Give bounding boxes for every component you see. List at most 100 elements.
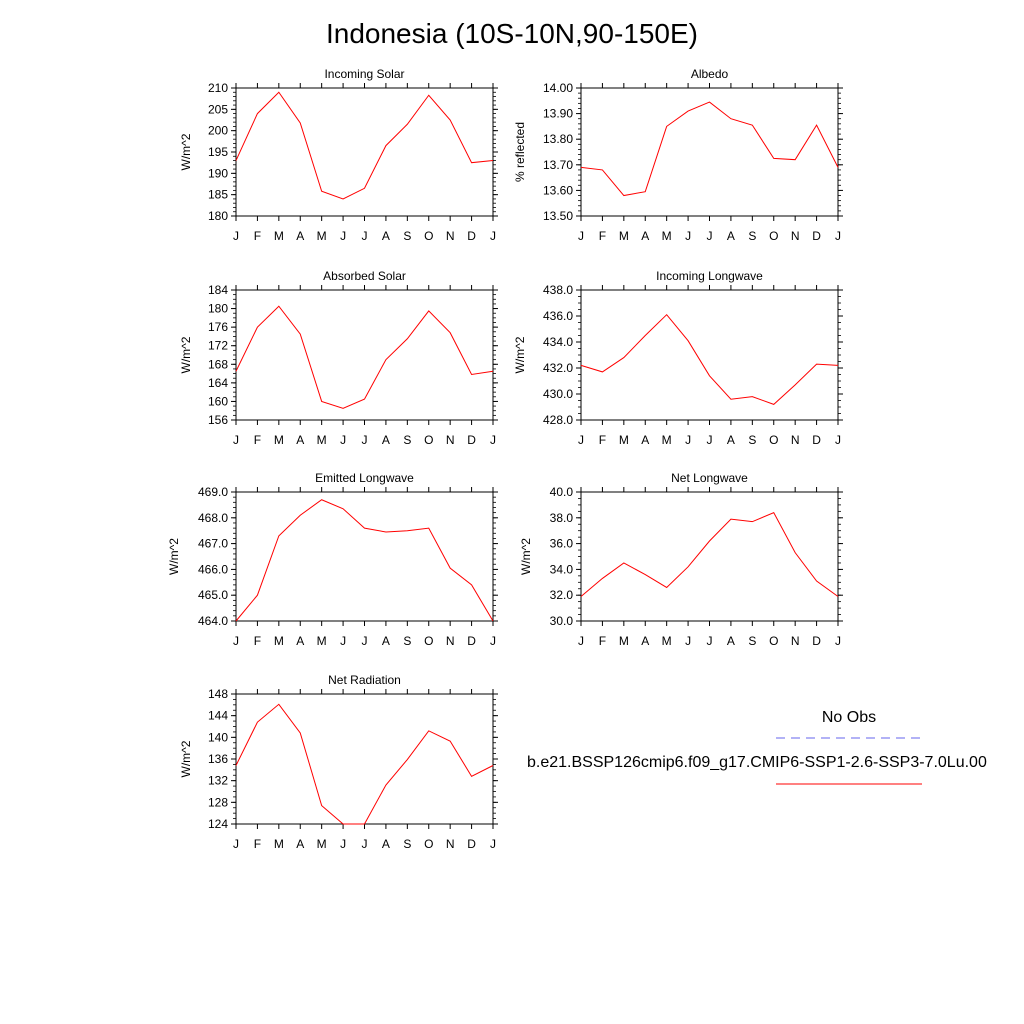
incoming-longwave-ytick-label: 436.0: [543, 309, 573, 323]
absorbed-solar-xtick-label: A: [296, 433, 304, 447]
absorbed-solar-ytick-label: 172: [208, 339, 228, 353]
emitted-longwave-ylabel: W/m^2: [167, 538, 181, 575]
net-radiation-xtick-label: J: [340, 837, 346, 851]
absorbed-solar-ytick-label: 156: [208, 413, 228, 427]
albedo-series-line: [580, 101, 839, 197]
incoming-longwave-xtick-label: A: [727, 433, 735, 447]
net-longwave-xtick-label: O: [769, 634, 778, 648]
net-longwave-ytick-label: 36.0: [550, 537, 574, 551]
absorbed-solar-xtick-label: O: [424, 433, 433, 447]
net-longwave-xtick-label: M: [662, 634, 672, 648]
chart-incoming-longwave: Incoming Longwave W/m^2 428.0 430.0 432.0 434…: [513, 269, 843, 447]
absorbed-solar-xtick-label: J: [362, 433, 368, 447]
albedo-xtick-label: J: [578, 229, 584, 243]
emitted-longwave-ytick-label: 465.0: [198, 588, 228, 602]
legend-model-label: b.e21.BSSP126cmip6.f09_g17.CMIP6-SSP1-2.…: [527, 754, 987, 771]
incoming-longwave-title: Incoming Longwave: [656, 269, 763, 283]
incoming-solar-ylabel: W/m^2: [179, 133, 193, 170]
incoming-longwave-xtick-label: M: [619, 433, 629, 447]
chart-panels: Incoming Solar W/m^2 180 185 190 195 200 205 210…: [167, 67, 843, 851]
emitted-longwave-xtick-label: J: [233, 634, 239, 648]
incoming-longwave-xtick-label: A: [641, 433, 649, 447]
net-longwave-ylabel: W/m^2: [519, 538, 533, 575]
absorbed-solar-series-line: [235, 305, 494, 409]
incoming-solar-ytick-label: 195: [208, 145, 228, 159]
net-longwave-frame: [580, 491, 839, 622]
absorbed-solar-ytick-label: 180: [208, 302, 228, 316]
incoming-solar-frame: [235, 87, 494, 217]
net-radiation-xtick-label: N: [446, 837, 455, 851]
absorbed-solar-ytick-label: 168: [208, 357, 228, 371]
emitted-longwave-xtick-label: A: [296, 634, 304, 648]
net-longwave-title: Net Longwave: [671, 471, 748, 485]
net-radiation-title: Net Radiation: [328, 673, 401, 687]
absorbed-solar-ytick-label: 176: [208, 320, 228, 334]
emitted-longwave-xtick-label: D: [467, 634, 476, 648]
incoming-solar-xtick-label: A: [382, 229, 390, 243]
albedo-title: Albedo: [691, 67, 729, 81]
page-title: Indonesia (10S-10N,90-150E): [325, 18, 698, 49]
emitted-longwave-frame: [235, 491, 494, 622]
absorbed-solar-title: Absorbed Solar: [323, 269, 406, 283]
albedo-ytick-label: 13.60: [543, 183, 573, 197]
net-longwave-xtick-label: J: [685, 634, 691, 648]
albedo-ytick-label: 13.70: [543, 158, 573, 172]
albedo-xtick-label: J: [685, 229, 691, 243]
net-longwave-xtick-label: D: [812, 634, 821, 648]
emitted-longwave-ytick-label: 468.0: [198, 511, 228, 525]
net-radiation-xtick-label: M: [274, 837, 284, 851]
emitted-longwave-xtick-label: O: [424, 634, 433, 648]
incoming-longwave-xtick-label: J: [835, 433, 841, 447]
albedo-xtick-label: J: [707, 229, 713, 243]
absorbed-solar-ytick-label: 164: [208, 376, 228, 390]
albedo-xtick-label: J: [835, 229, 841, 243]
albedo-ylabel: % reflected: [513, 122, 527, 182]
net-longwave-xtick-label: J: [578, 634, 584, 648]
net-longwave-xtick-label: A: [727, 634, 735, 648]
incoming-solar-xtick-label: J: [362, 229, 368, 243]
net-longwave-ytick-label: 30.0: [550, 614, 574, 628]
chart-albedo: Albedo % reflected 13.50 13.60 13.70 13.80 13.…: [513, 67, 843, 243]
incoming-solar-xtick-label: M: [274, 229, 284, 243]
chart-net-radiation: Net Radiation W/m^2 124 128 132 136 140 144 148 J…: [179, 673, 498, 851]
incoming-longwave-xtick-label: S: [748, 433, 756, 447]
incoming-solar-ytick-label: 180: [208, 209, 228, 223]
incoming-longwave-ytick-label: 434.0: [543, 335, 573, 349]
albedo-ytick-label: 13.50: [543, 209, 573, 223]
net-radiation-xtick-label: F: [254, 837, 261, 851]
incoming-solar-xtick-label: D: [467, 229, 476, 243]
emitted-longwave-xtick-label: M: [317, 634, 327, 648]
net-radiation-ytick-label: 124: [208, 817, 228, 831]
absorbed-solar-xtick-label: D: [467, 433, 476, 447]
net-radiation-xtick-label: O: [424, 837, 433, 851]
incoming-solar-ytick-label: 200: [208, 124, 228, 138]
incoming-longwave-xtick-label: J: [685, 433, 691, 447]
albedo-xtick-label: D: [812, 229, 821, 243]
incoming-solar-title: Incoming Solar: [324, 67, 404, 81]
net-radiation-ylabel: W/m^2: [179, 740, 193, 777]
incoming-solar-ytick-label: 190: [208, 166, 228, 180]
emitted-longwave-series-line: [235, 499, 494, 622]
emitted-longwave-xtick-label: J: [490, 634, 496, 648]
incoming-solar-series-line: [235, 91, 494, 200]
albedo-xtick-label: N: [791, 229, 800, 243]
incoming-solar-xtick-label: A: [296, 229, 304, 243]
absorbed-solar-ytick-label: 160: [208, 394, 228, 408]
legend-obs-label: No Obs: [822, 709, 876, 726]
absorbed-solar-xtick-label: A: [382, 433, 390, 447]
emitted-longwave-xtick-label: N: [446, 634, 455, 648]
emitted-longwave-ytick-label: 464.0: [198, 614, 228, 628]
incoming-longwave-xtick-label: N: [791, 433, 800, 447]
absorbed-solar-xtick-label: F: [254, 433, 261, 447]
emitted-longwave-title: Emitted Longwave: [315, 471, 414, 485]
albedo-xtick-label: M: [619, 229, 629, 243]
incoming-longwave-xtick-label: D: [812, 433, 821, 447]
net-radiation-xtick-label: A: [296, 837, 304, 851]
absorbed-solar-frame: [235, 289, 494, 421]
albedo-xtick-label: S: [748, 229, 756, 243]
net-radiation-ytick-label: 148: [208, 687, 228, 701]
incoming-longwave-ytick-label: 430.0: [543, 387, 573, 401]
absorbed-solar-ytick-label: 184: [208, 283, 228, 297]
incoming-longwave-series-line: [580, 313, 839, 405]
